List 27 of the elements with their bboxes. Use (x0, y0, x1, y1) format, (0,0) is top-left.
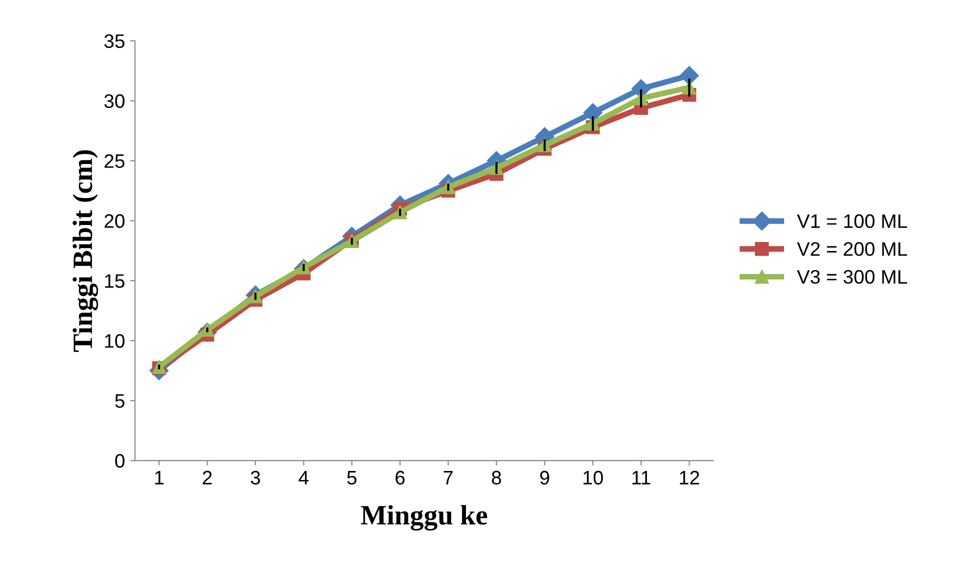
x-tick-label: 10 (584, 470, 603, 485)
y-tick-label: 30 (104, 94, 124, 108)
y-tick-label: 35 (104, 34, 124, 48)
x-tick-label: 8 (492, 470, 502, 485)
y-tick-label: 25 (104, 154, 124, 168)
x-tick-label: 4 (298, 471, 308, 484)
y-tick-label: 5 (115, 394, 124, 408)
legend-label: V1 = 100 ML (796, 214, 908, 228)
x-tick-label: 3 (250, 470, 260, 485)
point (583, 103, 602, 122)
x-tick-label: 9 (540, 470, 550, 485)
x-tick-label: 12 (680, 470, 700, 484)
point (680, 66, 699, 86)
y-tick-label: 20 (104, 214, 124, 228)
x-tick-label: 7 (444, 471, 453, 484)
y-tick-label: 0 (115, 454, 124, 468)
legend-label: V2 = 200 ML (796, 242, 908, 256)
x-tick-label: 1 (155, 471, 164, 484)
x-tick-label: 6 (396, 470, 405, 485)
y-tick-label: 15 (105, 274, 124, 288)
y-tick-label: 10 (105, 334, 124, 348)
x-axis-title: Minggu ke (360, 505, 488, 530)
x-tick-label: 5 (347, 471, 356, 485)
legend-label: V3 = 300 ML (796, 270, 908, 284)
x-tick-label: 2 (202, 470, 212, 484)
y-axis-title: Tinggi Bibit (cm) (72, 150, 98, 352)
x-tick-label: 11 (632, 471, 650, 484)
